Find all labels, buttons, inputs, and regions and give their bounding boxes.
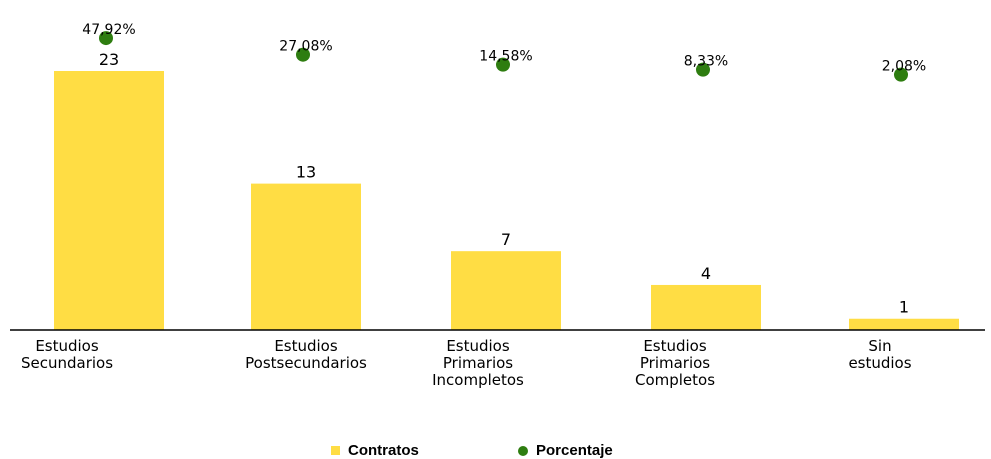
category-label-line: Estudios bbox=[35, 337, 99, 355]
bar-value-label-4: 1 bbox=[899, 298, 909, 317]
point-value-label-2: 14,58% bbox=[479, 49, 532, 65]
category-label-2: Estudios Primarios Incompletos bbox=[432, 337, 524, 389]
point-value-label-1: 27,08% bbox=[279, 39, 332, 55]
legend-dot-porcentaje bbox=[518, 446, 528, 456]
bar-value-label-3: 4 bbox=[701, 264, 711, 283]
category-label-0: Estudios Secundarios bbox=[21, 337, 113, 372]
category-label-3: Estudios Primarios Completos bbox=[635, 337, 715, 389]
legend: Contratos Porcentaje bbox=[0, 440, 991, 459]
category-label-line: Secundarios bbox=[21, 354, 113, 372]
bar-contratos-4 bbox=[849, 319, 959, 330]
category-label-line: Primarios bbox=[443, 354, 513, 372]
bar-value-label-0: 23 bbox=[99, 50, 119, 69]
bar-contratos-0 bbox=[54, 71, 164, 330]
legend-item-contratos: Contratos bbox=[331, 442, 419, 459]
category-label-line: Primarios bbox=[640, 354, 710, 372]
bar-contratos-3 bbox=[651, 285, 761, 330]
bar-contratos-1 bbox=[251, 184, 361, 330]
category-label-line: Completos bbox=[635, 371, 715, 389]
category-label-line: Estudios bbox=[446, 337, 510, 355]
bar-value-label-2: 7 bbox=[501, 230, 511, 249]
bar-contratos-2 bbox=[451, 251, 561, 330]
category-label-line: Incompletos bbox=[432, 371, 524, 389]
legend-label-contratos: Contratos bbox=[348, 442, 419, 459]
category-label-4: Sin estudios bbox=[848, 337, 911, 372]
category-label-line: Sin bbox=[868, 337, 891, 355]
legend-label-porcentaje: Porcentaje bbox=[536, 442, 613, 459]
legend-item-porcentaje: Porcentaje bbox=[518, 442, 613, 459]
point-value-label-4: 2,08% bbox=[882, 59, 926, 75]
bars-layer bbox=[54, 71, 959, 330]
category-label-line: Estudios bbox=[274, 337, 338, 355]
category-label-1: Estudios Postsecundarios bbox=[245, 337, 367, 372]
category-label-line: estudios bbox=[848, 354, 911, 372]
category-label-line: Postsecundarios bbox=[245, 354, 367, 372]
category-label-line: Estudios bbox=[643, 337, 707, 355]
point-value-label-0: 47,92% bbox=[82, 22, 135, 38]
point-value-label-3: 8,33% bbox=[684, 54, 728, 70]
bar-value-label-1: 13 bbox=[296, 163, 316, 182]
legend-swatch-contratos bbox=[331, 446, 340, 455]
